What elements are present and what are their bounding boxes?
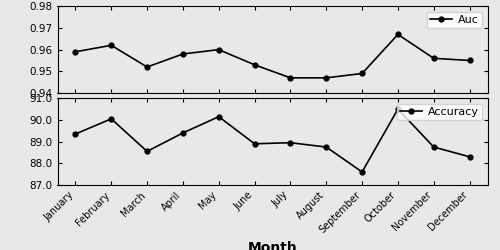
Legend: Auc: Auc <box>426 12 482 28</box>
Legend: Accuracy: Accuracy <box>396 104 482 120</box>
X-axis label: Month: Month <box>248 241 298 250</box>
